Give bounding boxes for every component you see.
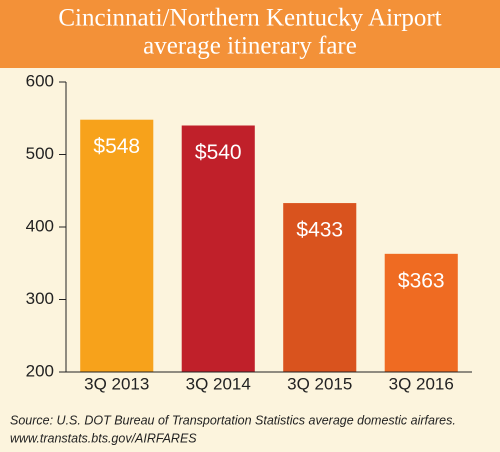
- y-tick-label: 300: [26, 289, 54, 308]
- value-label: $363: [398, 269, 445, 292]
- y-tick-label: 400: [26, 216, 54, 235]
- y-tick-label: 600: [26, 71, 54, 90]
- x-tick-label: 3Q 2015: [287, 374, 352, 393]
- chart-title: average itinerary fare: [143, 33, 357, 60]
- bar: [181, 125, 255, 372]
- y-tick-label: 500: [26, 144, 54, 163]
- value-label: $548: [93, 135, 140, 158]
- x-tick-label: 3Q 2016: [389, 374, 454, 393]
- bar: [80, 119, 154, 372]
- header-band: [0, 0, 500, 68]
- value-label: $540: [195, 141, 242, 164]
- bar: [283, 203, 357, 372]
- bar: [384, 253, 458, 372]
- value-label: $433: [296, 219, 343, 242]
- chart-title: Cincinnati/Northern Kentucky Airport: [58, 5, 441, 32]
- y-tick-label: 200: [26, 361, 54, 380]
- source-note: Source: U.S. DOT Bureau of Transportatio…: [10, 413, 456, 427]
- source-note: www.transtats.bts.gov/AIRFARES: [10, 431, 197, 445]
- x-tick-label: 3Q 2013: [84, 374, 149, 393]
- x-tick-label: 3Q 2014: [186, 374, 251, 393]
